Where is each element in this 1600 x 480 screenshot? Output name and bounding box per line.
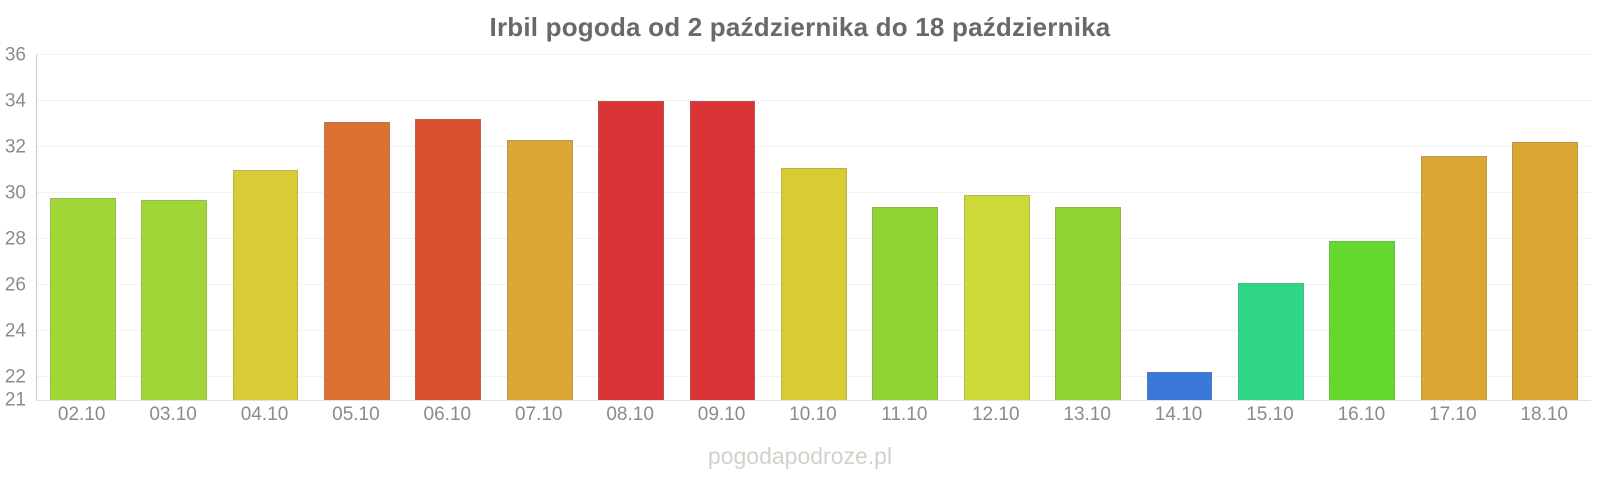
x-axis-label-05.10: 05.10 (332, 404, 380, 425)
y-axis-label-34: 34 (4, 90, 26, 112)
bar-07.10[interactable] (506, 140, 573, 400)
bar-column-16.10 (1317, 55, 1408, 400)
x-axis-label-02.10: 02.10 (57, 404, 106, 425)
bar-column-11.10 (860, 55, 951, 400)
bar-column-02.10 (37, 55, 128, 400)
watermark: pogodapodroze.pl (707, 443, 893, 469)
y-axis-label-30: 30 (4, 182, 26, 204)
bar-column-18.10 (1500, 55, 1591, 400)
gridline-34 (37, 100, 1591, 101)
bar-10.10[interactable] (781, 167, 847, 400)
y-axis-label-36: 36 (4, 44, 26, 66)
bar-column-12.10 (951, 55, 1042, 400)
y-axis-label-26: 26 (4, 274, 26, 296)
gridline-32 (37, 146, 1591, 147)
bar-column-13.10 (1042, 55, 1133, 400)
bar-column-09.10 (677, 55, 768, 400)
x-axis-label-15.10: 15.10 (1246, 404, 1294, 425)
x-axis-label-18.10: 18.10 (1520, 404, 1568, 425)
bar-13.10[interactable] (1055, 206, 1122, 400)
chart-title: Irbil pogoda od 2 października do 18 paź… (489, 12, 1111, 42)
bar-column-08.10 (585, 55, 676, 400)
x-axis-label-09.10: 09.10 (697, 404, 746, 425)
x-axis-label-10.10: 10.10 (789, 404, 837, 425)
bar-column-03.10 (128, 55, 219, 400)
bar-11.10[interactable] (872, 206, 939, 400)
bar-column-15.10 (1225, 55, 1316, 400)
x-axis-label-03.10: 03.10 (149, 404, 197, 425)
bar-column-05.10 (311, 55, 402, 400)
gridline-36 (37, 54, 1591, 55)
x-axis-label-12.10: 12.10 (971, 404, 1020, 425)
y-axis-label-24: 24 (4, 320, 26, 342)
bar-04.10[interactable] (232, 170, 299, 400)
bar-column-07.10 (494, 55, 585, 400)
bar-08.10[interactable] (598, 101, 665, 400)
bar-17.10[interactable] (1420, 156, 1487, 400)
bar-column-04.10 (220, 55, 311, 400)
x-axis-label-11.10: 11.10 (881, 404, 928, 425)
y-axis-label-21: 21 (4, 389, 26, 411)
bar-05.10[interactable] (324, 121, 390, 400)
bar-03.10[interactable] (141, 199, 208, 400)
x-axis-label-14.10: 14.10 (1154, 404, 1203, 425)
x-axis: 02.10 03.10 04.10 05.10 06.10 07.10 08.10 09.10… (36, 404, 1590, 426)
y-axis: 21 22 24 26 28 30 32 34 36 (0, 46, 30, 410)
x-axis-label-07.10: 07.10 (514, 404, 563, 425)
bar-column-06.10 (403, 55, 494, 400)
bar-12.10[interactable] (963, 195, 1030, 400)
y-axis-label-32: 32 (4, 136, 26, 158)
y-axis-label-22: 22 (4, 366, 26, 388)
x-axis-label-04.10: 04.10 (240, 404, 289, 425)
bar-14.10[interactable] (1146, 372, 1213, 400)
bar-column-17.10 (1408, 55, 1499, 400)
x-axis-label-13.10: 13.10 (1063, 404, 1111, 425)
bar-06.10[interactable] (415, 119, 482, 400)
plot-area (36, 54, 1591, 401)
bar-02.10[interactable] (49, 197, 116, 400)
x-axis-label-16.10: 16.10 (1337, 404, 1386, 425)
y-axis-label-28: 28 (4, 228, 26, 250)
bar-18.10[interactable] (1512, 142, 1579, 400)
bar-column-14.10 (1134, 55, 1225, 400)
bar-16.10[interactable] (1329, 241, 1396, 400)
x-axis-label-08.10: 08.10 (606, 404, 654, 425)
bars-container (37, 55, 1591, 400)
x-axis-label-06.10: 06.10 (423, 404, 472, 425)
bar-15.10[interactable] (1238, 282, 1304, 400)
bar-09.10[interactable] (689, 101, 756, 400)
x-axis-label-17.10: 17.10 (1429, 404, 1477, 425)
bar-column-10.10 (768, 55, 859, 400)
